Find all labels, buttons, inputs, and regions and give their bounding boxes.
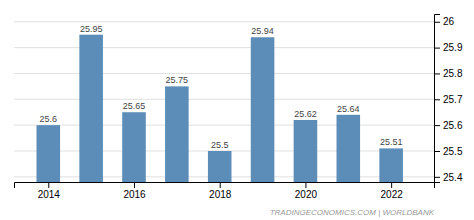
y-tick-label: 25.7 bbox=[443, 94, 463, 105]
y-tick-mark bbox=[434, 99, 440, 100]
x-tick-mark bbox=[391, 182, 392, 188]
x-tick-label: 2018 bbox=[209, 189, 232, 200]
y-axis-line bbox=[435, 15, 441, 183]
bar bbox=[379, 148, 403, 182]
y-tick: 26 bbox=[434, 16, 455, 27]
x-tick-mark bbox=[305, 182, 306, 188]
y-tick-label: 25.8 bbox=[443, 68, 463, 79]
x-tick-mark bbox=[220, 182, 221, 188]
bar bbox=[165, 86, 189, 182]
bar bbox=[294, 120, 318, 182]
data-label: 25.65 bbox=[123, 101, 146, 111]
data-label: 25.75 bbox=[166, 75, 189, 85]
data-label: 25.95 bbox=[80, 24, 103, 34]
x-tick: 2014 bbox=[38, 182, 61, 200]
y-tick-mark bbox=[434, 22, 440, 23]
x-tick-mark bbox=[48, 182, 49, 188]
y-tick-label: 25.5 bbox=[443, 146, 463, 157]
grid-line bbox=[14, 47, 434, 48]
y-tick-label: 26 bbox=[443, 16, 455, 27]
data-label: 25.5 bbox=[211, 140, 229, 150]
bar bbox=[122, 112, 146, 182]
grid-line bbox=[14, 125, 434, 126]
y-tick: 25.8 bbox=[434, 68, 463, 79]
data-labels: 25.6 25.95 25.65 25.75 25.5 25.94 25.62 25.64 25… bbox=[40, 24, 403, 150]
y-axis: 25.4 25.5 25.6 25.7 25.8 25.9 26 bbox=[434, 15, 463, 183]
x-tick-label: 2014 bbox=[38, 189, 61, 200]
bar bbox=[37, 125, 61, 182]
x-tick: 2016 bbox=[123, 182, 146, 200]
data-label: 25.6 bbox=[40, 114, 58, 124]
data-label: 25.51 bbox=[380, 137, 403, 147]
y-tick-mark bbox=[434, 73, 440, 74]
bar bbox=[208, 151, 232, 182]
data-label: 25.64 bbox=[337, 104, 360, 114]
x-tick-label: 2022 bbox=[381, 189, 404, 200]
x-axis: 2014 2016 2018 2020 2022 bbox=[15, 182, 435, 200]
y-tick-label: 25.6 bbox=[443, 120, 463, 131]
x-tick-label: 2020 bbox=[295, 189, 318, 200]
y-tick-mark bbox=[434, 48, 440, 49]
y-tick-mark bbox=[434, 151, 440, 152]
x-tick: 2022 bbox=[381, 182, 404, 200]
x-axis-line bbox=[15, 183, 435, 189]
x-tick-mark bbox=[134, 182, 135, 188]
bars bbox=[37, 35, 403, 182]
y-tick: 25.6 bbox=[434, 120, 463, 131]
grid-line bbox=[14, 99, 434, 100]
y-tick: 25.7 bbox=[434, 94, 463, 105]
x-tick: 2018 bbox=[209, 182, 232, 200]
bar bbox=[79, 35, 103, 182]
x-tick-label: 2016 bbox=[123, 189, 146, 200]
y-tick-label: 25.4 bbox=[443, 172, 463, 183]
grid-line bbox=[14, 73, 434, 74]
annotation: TRADINGECONOMICS.COM | WORLDBANK bbox=[270, 208, 435, 217]
y-tick: 25.5 bbox=[434, 146, 463, 157]
data-label: 25.94 bbox=[251, 26, 274, 36]
y-tick: 25.9 bbox=[434, 42, 463, 53]
bar bbox=[337, 115, 361, 182]
x-tick: 2020 bbox=[295, 182, 318, 200]
grid-line bbox=[14, 21, 434, 22]
y-tick-label: 25.9 bbox=[443, 42, 463, 53]
y-tick: 25.4 bbox=[434, 172, 463, 183]
data-label: 25.62 bbox=[294, 109, 317, 119]
bar bbox=[251, 37, 275, 182]
chart: 25.6 25.95 25.65 25.75 25.5 25.94 25.62 25.64 25… bbox=[0, 0, 474, 220]
y-tick-mark bbox=[434, 125, 440, 126]
y-tick-mark bbox=[434, 177, 440, 178]
